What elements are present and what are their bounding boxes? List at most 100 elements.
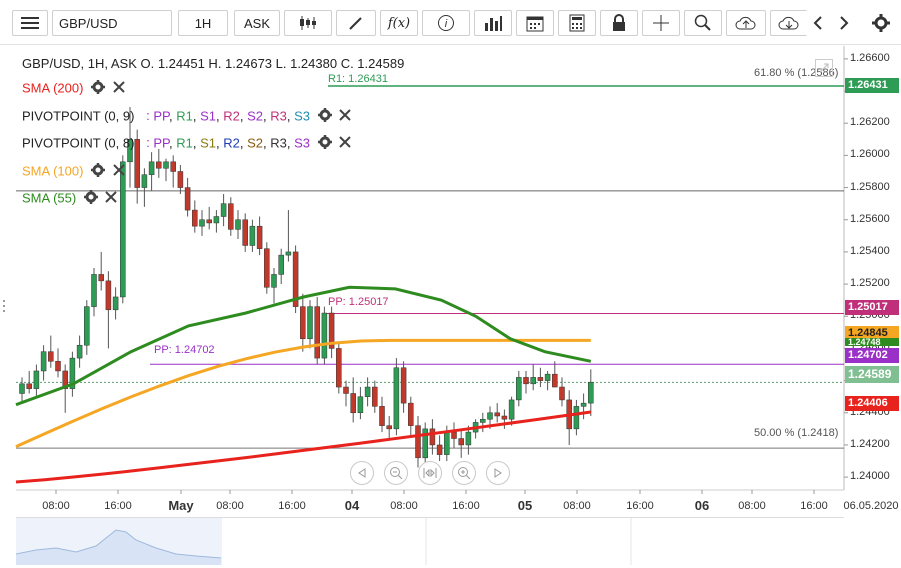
sma55-close-icon[interactable]	[105, 191, 118, 207]
timeframe-selector[interactable]: 1H	[178, 10, 228, 36]
candle-body	[357, 396, 364, 414]
sma100-line	[15, 338, 591, 448]
candle-body	[487, 412, 493, 420]
price-type-label: ASK	[243, 15, 270, 31]
zoom-icon[interactable]	[684, 10, 722, 36]
scroll-right-icon[interactable]	[486, 461, 510, 485]
candle-body	[537, 377, 544, 381]
candle-body	[573, 406, 580, 430]
candle-body	[235, 219, 241, 230]
candle-body	[112, 296, 119, 311]
candle-body	[458, 438, 464, 446]
settings-gear-icon[interactable]	[868, 10, 894, 36]
candle-body	[177, 171, 184, 188]
zoom-out-icon[interactable]	[384, 461, 408, 485]
lock-icon[interactable]	[600, 10, 638, 36]
candle-body	[199, 219, 205, 227]
candle-body	[76, 344, 83, 359]
bar-volume-icon[interactable]	[474, 10, 512, 36]
scroll-left-icon[interactable]	[350, 461, 374, 485]
sma100-close-icon[interactable]	[112, 164, 125, 180]
chevron-left-icon[interactable]	[806, 10, 830, 36]
candle-body	[393, 367, 400, 430]
pivot2-close-icon[interactable]	[339, 136, 351, 152]
time-tick-label: 08:00	[42, 500, 70, 512]
candle-body	[163, 161, 169, 169]
calculator-icon[interactable]	[558, 10, 596, 36]
pivot1-settings-gear-icon[interactable]	[317, 108, 332, 126]
sma55-settings-gear-icon[interactable]	[83, 190, 98, 208]
symbol-label: GBP/USD	[59, 15, 118, 31]
candle-body	[530, 377, 536, 385]
crosshair-icon[interactable]	[642, 10, 680, 36]
price-tick-label: 1.25200	[850, 277, 890, 290]
candle-body	[314, 306, 320, 359]
candle-body	[494, 412, 500, 417]
time-tick-label: 16:00	[800, 500, 828, 512]
symbol-selector[interactable]: GBP/USD	[52, 10, 172, 36]
sma200-settings-gear-icon[interactable]	[91, 80, 106, 98]
function-indicators-icon[interactable]: f(x)	[380, 10, 418, 36]
candle-body	[264, 248, 270, 288]
candle-body	[379, 406, 385, 426]
candle-body	[62, 370, 68, 389]
calendar-icon[interactable]	[516, 10, 554, 36]
svg-text:i: i	[445, 18, 448, 30]
pp1-annotation: PP: 1.25017	[328, 296, 389, 308]
timeframe-label: 1H	[194, 15, 212, 31]
candle-body	[134, 139, 140, 188]
candle-body	[408, 402, 414, 426]
sma100-settings-gear-icon[interactable]	[91, 163, 106, 181]
pivot2-settings-gear-icon[interactable]	[317, 135, 332, 153]
panel-resize-handle[interactable]	[0, 296, 10, 316]
navigator-panel[interactable]	[15, 517, 844, 565]
candle-body	[444, 431, 450, 455]
candle-body	[501, 415, 508, 420]
info-icon[interactable]: i	[422, 10, 470, 36]
candle-body	[206, 219, 212, 224]
zoom-in-icon[interactable]	[452, 461, 476, 485]
pivot1-close-icon[interactable]	[339, 109, 351, 125]
time-tick-label: 06	[694, 498, 710, 513]
cloud-upload-icon[interactable]	[726, 10, 766, 36]
candle-body	[451, 431, 457, 439]
price-tick-label: 1.26000	[850, 148, 890, 161]
candle-body	[256, 225, 263, 249]
maximize-chart-icon[interactable]	[815, 59, 833, 77]
candle-body	[516, 377, 522, 401]
pivot1-s3: S3	[294, 108, 310, 124]
pivot2-label: PIVOTPOINT (0, 8)	[22, 135, 135, 151]
hamburger-menu-icon[interactable]	[12, 10, 48, 36]
candle-body	[156, 161, 162, 169]
candle-body	[544, 373, 551, 381]
candle-body	[465, 431, 472, 446]
pivot2-r1: R1	[176, 135, 193, 151]
candle-body	[372, 386, 378, 407]
sma200-close-icon[interactable]	[112, 81, 125, 97]
candlestick-chart-type-icon[interactable]	[284, 10, 332, 36]
legend-sma55: SMA (55)	[22, 190, 118, 208]
candle-body	[48, 351, 54, 362]
time-tick-label: 16:00	[626, 500, 654, 512]
sma200-price-box: 1.24406	[845, 396, 899, 411]
candle-body	[141, 174, 148, 188]
sma55-line	[15, 285, 592, 407]
reset-zoom-icon[interactable]	[418, 461, 442, 485]
candle-body	[84, 306, 90, 346]
candle-body	[55, 361, 61, 372]
candle-body	[98, 274, 104, 282]
ohlc-header: GBP/USD, 1H, ASK O. 1.24451 H. 1.24673 L…	[22, 56, 405, 71]
price-tick-label: 1.25800	[850, 180, 890, 193]
chevron-right-icon[interactable]	[832, 10, 856, 36]
pivot2-separator: :	[146, 135, 154, 151]
chart-toolbar: GBP/USD 1H ASK f(x) i	[0, 0, 901, 45]
price-tick-label: 1.24000	[850, 470, 890, 483]
candle-body	[220, 203, 227, 217]
pivot1-r3: R3	[270, 108, 287, 124]
candle-body	[400, 367, 407, 404]
price-type-selector[interactable]: ASK	[234, 10, 280, 36]
candle-body	[184, 187, 191, 211]
draw-pencil-icon[interactable]	[336, 10, 376, 36]
candle-body	[26, 383, 32, 389]
